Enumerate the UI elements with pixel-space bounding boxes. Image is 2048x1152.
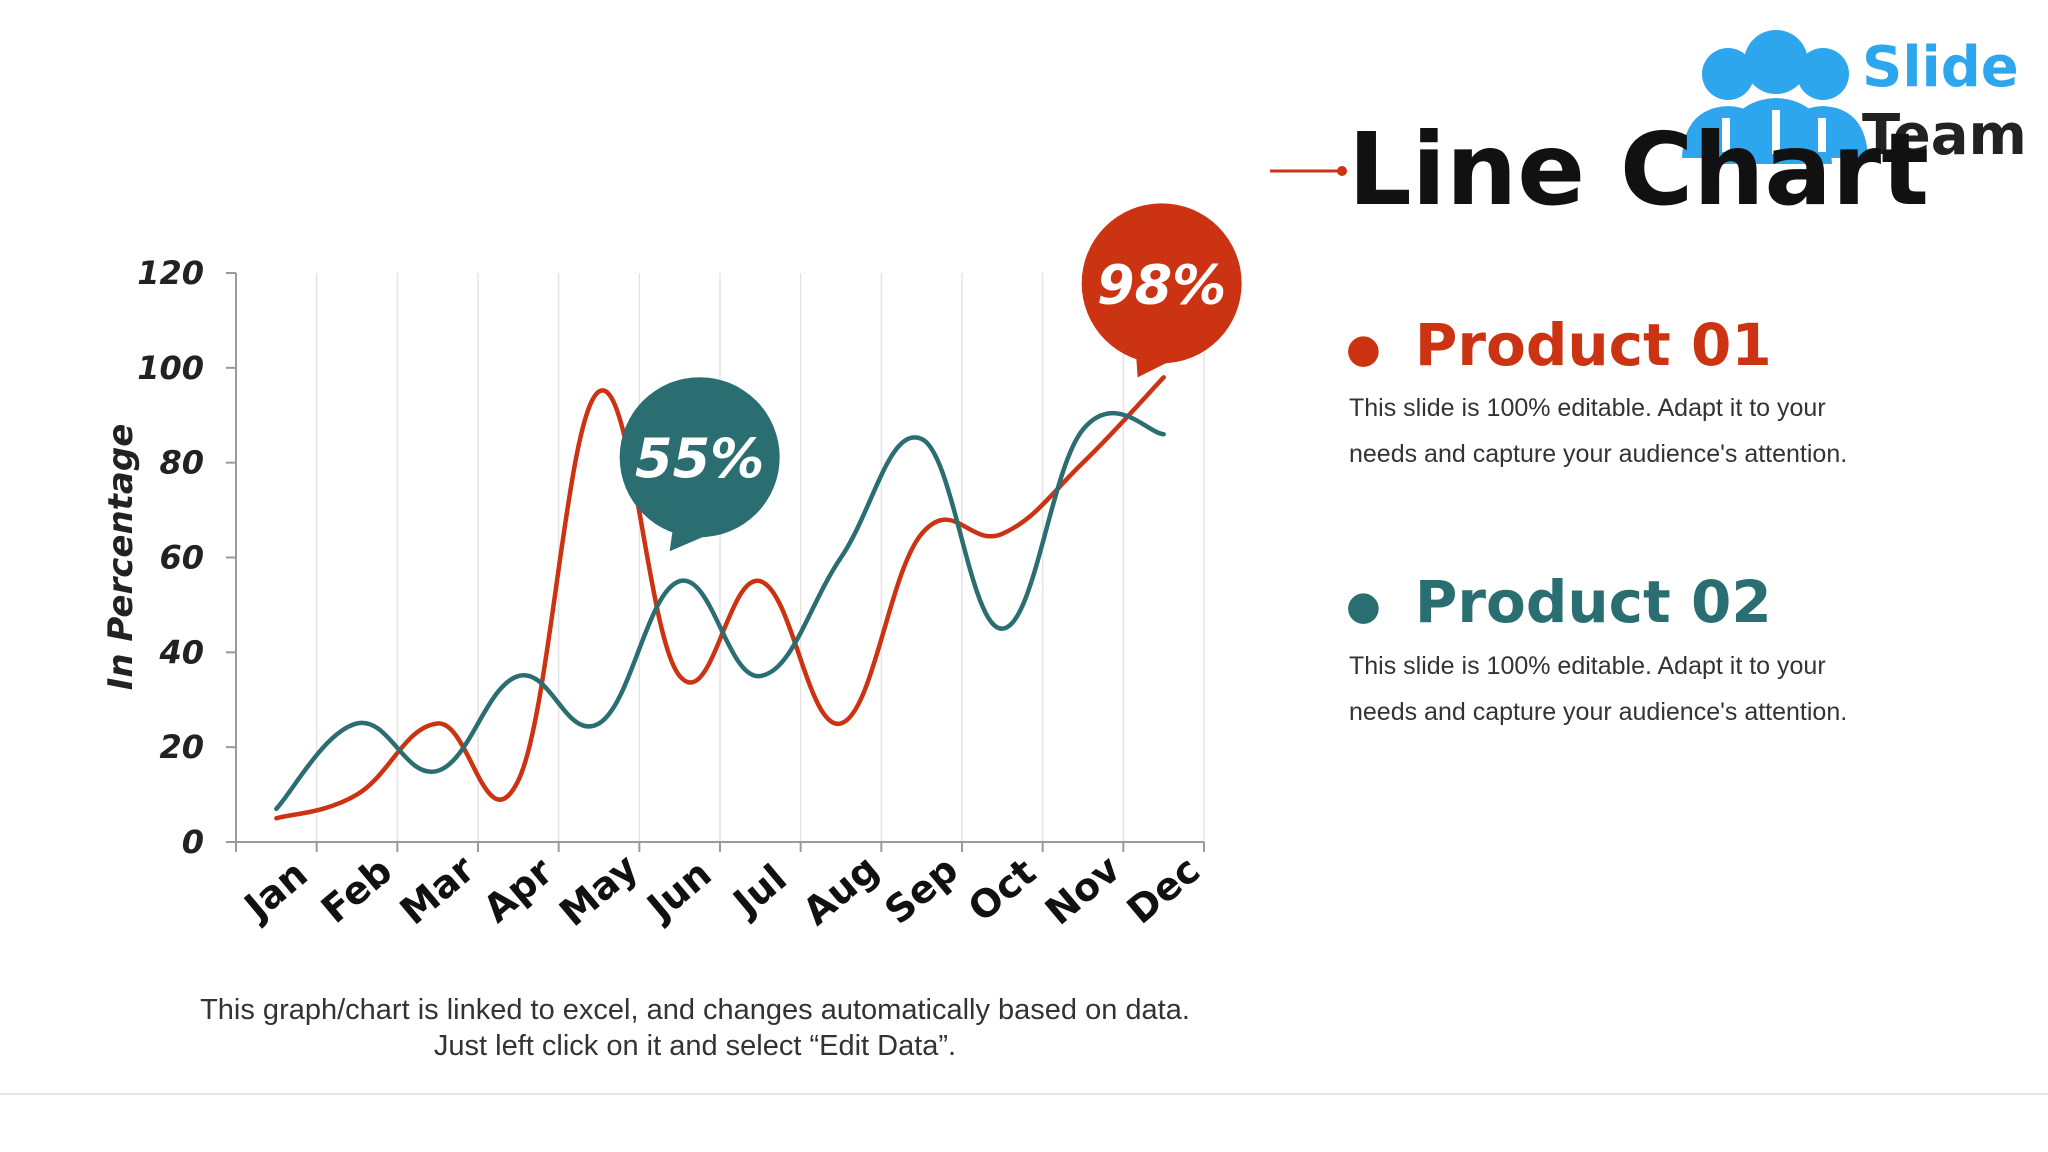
x-tick-label: Nov (1037, 846, 1129, 933)
chart-footnote: This graph/chart is linked to excel, and… (200, 994, 1190, 1062)
bullet-icon: ● (1346, 325, 1381, 372)
product-01-name: Product 01 (1414, 311, 1772, 379)
y-tick-labels: 0 20 40 60 80 100 120 (137, 254, 204, 861)
y-tick-label: 20 (159, 728, 204, 766)
y-tick-label: 120 (137, 254, 204, 292)
x-tick-label: Jan (234, 852, 316, 931)
footer-divider (0, 1093, 2048, 1095)
chart-annotations: 98% 55% (619, 203, 1242, 552)
chart-axes (226, 272, 1205, 852)
callout-1: 98% (1081, 203, 1242, 378)
chart-series (274, 375, 1166, 821)
y-tick-label: 0 (182, 823, 204, 861)
x-tick-label: Sep (876, 847, 966, 932)
product-01-heading: ● Product 01 (1346, 316, 1772, 374)
page-title: Line Chart (1348, 111, 1930, 228)
product-02-heading: ● Product 02 (1346, 573, 1772, 631)
x-tick-label: Mar (392, 847, 483, 934)
x-tick-label: Jul (723, 856, 795, 926)
callout-2: 55% (619, 377, 780, 552)
callout-bubble (619, 377, 780, 538)
y-tick-label: 60 (159, 539, 204, 577)
series-line-2 (274, 411, 1166, 812)
x-tick-label: Feb (313, 848, 401, 931)
series-line-1 (274, 375, 1166, 821)
callout-label: 98% (1097, 253, 1226, 316)
callout-bubble (1081, 203, 1242, 364)
x-tick-label: Oct (960, 850, 1044, 931)
logo-text-team: Team (1862, 103, 2027, 168)
title-accent-line (1270, 166, 1347, 176)
bullet-icon: ● (1346, 582, 1381, 629)
product-02-description: This slide is 100% editable. Adapt it to… (1349, 652, 1848, 726)
y-tick-label: 80 (159, 444, 204, 482)
logo-text-slide: Slide (1862, 35, 2019, 100)
y-tick-label: 100 (137, 349, 204, 387)
slideteam-logo (1682, 30, 1868, 164)
y-axis-label: In Percentage (101, 424, 141, 691)
product-02-name: Product 02 (1414, 568, 1772, 636)
x-tick-label: Aug (794, 846, 886, 933)
x-tick-label: Jun (637, 851, 720, 931)
callout-label: 55% (635, 427, 764, 490)
x-tick-label: Dec (1119, 848, 1208, 933)
x-tick-label: Apr (475, 849, 561, 931)
x-tick-label: May (551, 845, 646, 935)
y-tick-label: 40 (158, 633, 204, 671)
chart-grid (315, 273, 1205, 842)
product-01-description: This slide is 100% editable. Adapt it to… (1349, 394, 1848, 468)
